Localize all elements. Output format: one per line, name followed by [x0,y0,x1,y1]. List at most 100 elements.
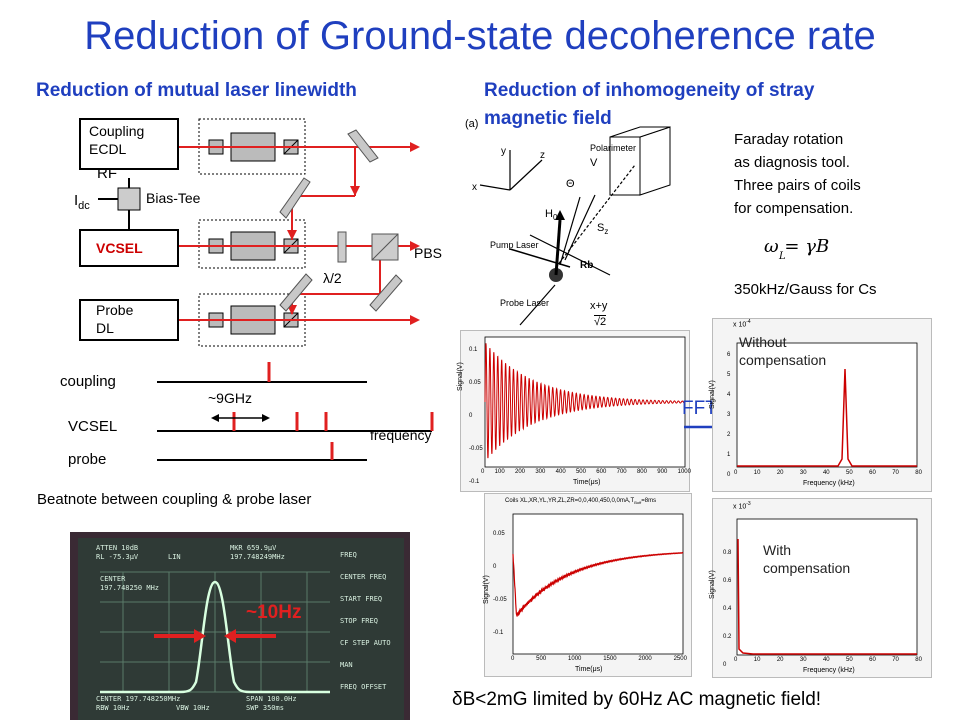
plot-fft-with: x 10-3 With compensation Signal(V) Freque… [709,498,932,678]
sa-menu-item[interactable]: CENTER FREQ [340,573,387,581]
theta-label: Θ [566,178,575,190]
plot-bl-yticks: 0.05 0 -0.05 -0.1 [493,531,507,636]
sa-vbw: VBW 10Hz [176,704,210,712]
xtick: 400 [555,469,566,475]
sa-center-freq: 197.748250 MHz [100,584,160,592]
sa-menu-item[interactable]: FREQ OFFSET [340,683,387,691]
plot-bl-xlabel: Time(μs) [575,666,603,673]
rb-label: Rb [580,260,594,271]
plot-fft-without: x 10-4 Without compensation Signal(V) Fre… [709,318,932,492]
plot-br-ylabel: Signal(V) [709,570,716,599]
fft-with-trace [737,538,917,655]
sa-menu-item[interactable]: CF STEP AUTO MAN [340,639,391,669]
sa-menu-item[interactable]: START FREQ [340,595,383,603]
xy-denominator: √2 [594,315,607,328]
axis-y-label: y [501,146,506,157]
with-label: With compensation [763,542,851,576]
freq-probe-label: probe [68,451,107,468]
sa-swp: SWP 350ms [246,704,284,712]
faraday-notes: Faraday rotation as diagnosis tool. Thre… [734,128,861,220]
idc-label: Idc [74,192,90,212]
plot-bl-ylabel: Signal(V) [483,575,490,604]
box-vcsel [79,229,179,267]
ytick: 0 [469,413,473,419]
axis-z-label: z [540,150,545,161]
plot-tr-xlabel: Frequency (kHz) [803,480,855,487]
plot-bl-xticks: 0 500 1000 1500 2000 2500 [511,656,687,662]
sa-center: CENTER [100,575,126,583]
sa-menu-item[interactable]: FREQ [340,551,357,559]
sa-softkey-menu: FREQ CENTER FREQ START FREQ STOP FREQ CF… [340,544,400,698]
note-line: for compensation. [734,200,854,217]
note-line: as diagnosis tool. [734,154,850,171]
plot-tr-exp: x 10-4 [733,319,751,329]
freq-vcsel-label: VCSEL [68,418,118,435]
without-label: Without compensation [739,334,827,368]
laser-setup-diagram [79,118,434,461]
right-heading-line2: magnetic field [484,108,612,129]
xtick: 1000 [677,469,691,475]
mirror-3 [369,274,403,312]
plot-tl-xlabel: Time(μs) [573,479,601,486]
larmor-formula-sub: L [779,251,786,262]
sa-lin: LIN [168,553,181,561]
plot-tr-ylabel: Signal(V) [709,380,716,409]
ytick: -0.05 [469,446,483,452]
left-heading: Reduction of mutual laser linewidth [36,80,357,101]
xtick: 200 [514,469,525,475]
plot-bl-caption: Coils XL,XR,YL,YR,ZL,ZR=0,0,400,450,0,0m… [505,498,657,506]
sz-label: Sz [597,222,609,237]
beatnote-trace [100,580,330,694]
faraday-schematic [479,126,671,326]
ytick: 0.1 [469,347,478,353]
note-line: Faraday rotation [734,131,844,148]
sa-mkr-freq: 197.748249MHz [230,553,285,561]
sa-bottom-center: CENTER 197.748250MHz [96,695,181,703]
bias-tee-label: Bias-Tee [146,190,201,206]
plot-tl-svg [484,336,686,468]
beatnote-caption: Beatnote between coupling & probe laser [37,491,312,508]
decay-trace [484,343,686,459]
ytick: -0.1 [469,479,480,485]
spectrum-analyzer-photo: ATTEN 10dB RL -75.3μV LIN MKR 659.9μV 19… [70,532,410,720]
xtick: 100 [494,469,505,475]
h0-label: H0 [545,208,558,223]
vector-v-label: V [590,157,598,169]
xy-numerator: x+y [590,300,608,312]
freq-axis-label: frequency [370,427,432,443]
right-heading-line1: Reduction of inhomogeneity of stray [484,80,815,101]
bias-tee-box [117,187,141,211]
axis-x-label: x [472,182,477,193]
sa-rl: RL -75.3μV [96,553,139,561]
box-coupling-ecdl [79,118,179,170]
mirror-2 [279,177,311,219]
recovery-trace [512,551,684,617]
page-title: Reduction of Ground-state decoherence ra… [84,14,876,58]
half-wave-plate [337,231,347,263]
xtick: 800 [636,469,647,475]
sa-rbw: RBW 10Hz [96,704,130,712]
module-vcsel [198,219,306,269]
note-line: Three pairs of coils [734,177,861,194]
plot-time-without: Signal(V) Time(μs) 0.1 0.05 0 -0.05 -0.1 0… [457,330,691,492]
probe-laser-label: Probe Laser [500,298,550,308]
polarimeter-label: Polarimeter [590,143,637,153]
sensitivity-label: 350kHz/Gauss for Cs [734,281,877,298]
plot-tl-ylabel: Signal(V) [457,362,464,391]
fft-label: FFT [682,398,717,419]
larmor-formula: ω = γB [764,236,830,257]
plot-br-xticks: 0 10 20 30 40 50 60 70 80 [734,657,922,663]
plot-tl-xticks: 0 100 200 300 400 500 600 700 800 900 1000 [481,469,691,475]
conclusion-text: δB<2mG limited by 60Hz AC magnetic field… [452,689,822,710]
vcsel-label: VCSEL [96,240,143,256]
mirror-4 [279,273,313,312]
plot-tr-xticks: 0 10 20 30 40 50 60 70 80 [734,470,922,476]
pbs-label: PBS [414,245,443,261]
panel-a-tag: (a) [465,118,479,130]
box-probe-dl [79,299,179,341]
freq-spacing-label: ~9GHz [208,390,252,406]
sa-menu-item[interactable]: STOP FREQ [340,617,378,625]
probe-dl-label-1: Probe [96,302,134,318]
polarimeter-box [609,136,641,196]
